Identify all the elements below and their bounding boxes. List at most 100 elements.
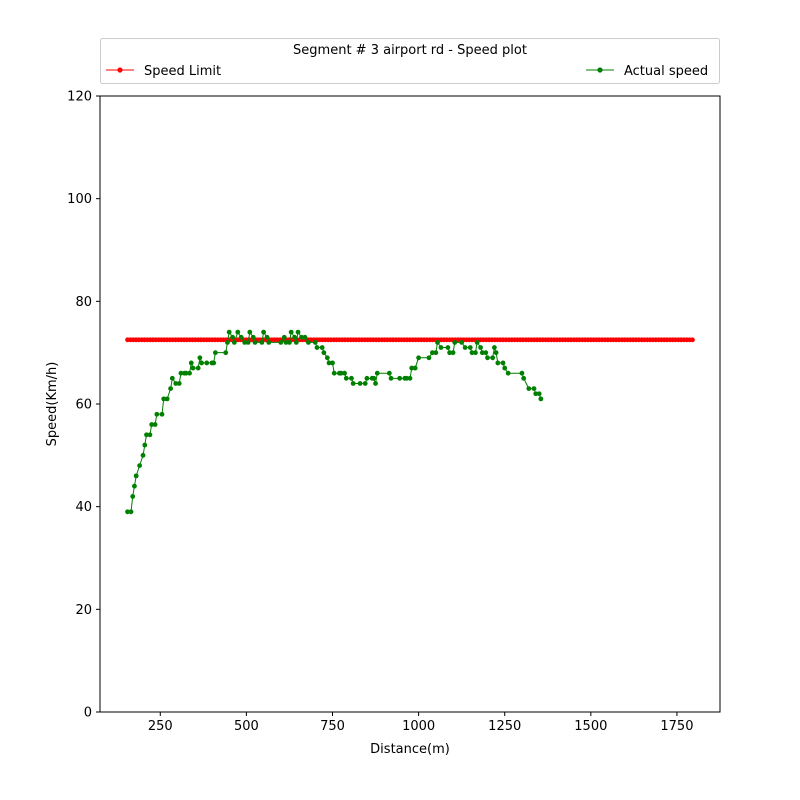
point-actual-speed — [319, 345, 325, 350]
x-axis-label: Distance(m) — [370, 742, 450, 757]
point-actual-speed — [154, 411, 160, 417]
point-actual-speed — [478, 345, 484, 350]
ticks-layer: 250 500 750 1000 1250 1500 1750 0 20 40 60 80 100 120 — [67, 90, 693, 735]
point-actual-speed — [519, 370, 525, 376]
point-actual-speed — [281, 334, 287, 340]
point-actual-speed — [326, 360, 332, 366]
point-actual-speed — [416, 355, 422, 361]
point-actual-speed — [128, 509, 134, 515]
point-actual-speed — [462, 345, 468, 350]
legend-marker-speed-limit — [117, 67, 123, 73]
point-actual-speed — [312, 340, 318, 345]
point-actual-speed — [350, 381, 356, 386]
point-actual-speed — [338, 370, 344, 376]
point-actual-speed — [247, 329, 253, 335]
point-actual-speed — [388, 375, 394, 381]
point-actual-speed — [447, 350, 453, 356]
x-tick-label: 1500 — [574, 719, 607, 734]
point-actual-speed — [469, 350, 475, 356]
point-actual-speed — [533, 391, 539, 397]
point-actual-speed — [467, 345, 473, 350]
point-actual-speed — [435, 340, 440, 345]
point-actual-speed — [483, 350, 489, 356]
point-actual-speed — [252, 340, 258, 345]
point-actual-speed — [397, 375, 403, 381]
legend-entry-speed-limit: Speed Limit — [106, 64, 221, 79]
point-actual-speed — [314, 345, 320, 350]
point-actual-speed — [164, 396, 170, 402]
y-tick-label: 40 — [75, 500, 92, 515]
point-actual-speed — [178, 370, 184, 376]
point-actual-speed — [230, 334, 236, 340]
point-actual-speed — [231, 340, 237, 345]
point-actual-speed — [526, 386, 532, 391]
point-actual-speed — [226, 329, 232, 335]
point-actual-speed — [362, 381, 368, 386]
point-actual-speed — [538, 396, 544, 402]
point-speed-limit — [690, 337, 695, 343]
point-actual-speed — [197, 355, 203, 361]
point-actual-speed — [474, 340, 480, 345]
y-tick-label: 120 — [67, 90, 92, 105]
point-actual-speed — [373, 381, 378, 386]
x-tick-label: 1250 — [488, 719, 521, 734]
point-actual-speed — [283, 340, 289, 345]
point-actual-speed — [426, 355, 432, 361]
legend-label-speed-limit: Speed Limit — [144, 64, 221, 79]
y-tick-label: 20 — [75, 603, 92, 618]
x-tick-label: 750 — [320, 719, 345, 734]
point-actual-speed — [212, 350, 218, 356]
point-actual-speed — [159, 411, 165, 417]
legend-frame — [100, 38, 720, 84]
point-actual-speed — [495, 360, 501, 366]
point-actual-speed — [168, 386, 174, 391]
legend: Segment # 3 airport rd - Speed plot Spee… — [100, 38, 720, 84]
y-tick-label: 0 — [84, 706, 92, 721]
point-actual-speed — [429, 350, 435, 356]
point-actual-speed — [493, 350, 499, 356]
point-actual-speed — [500, 360, 506, 366]
plot-frame — [99, 95, 721, 713]
point-actual-speed — [295, 329, 301, 335]
point-actual-speed — [242, 340, 248, 345]
point-actual-speed — [238, 334, 244, 340]
point-actual-speed — [132, 483, 137, 489]
x-tick-label: 250 — [148, 719, 173, 734]
point-actual-speed — [223, 350, 229, 356]
point-actual-speed — [343, 375, 349, 381]
point-actual-speed — [292, 334, 298, 340]
point-actual-speed — [299, 334, 304, 340]
point-actual-speed — [502, 365, 508, 371]
y-axis-label: Speed(Km/h) — [45, 362, 60, 447]
x-tick-label: 1750 — [660, 719, 693, 734]
point-actual-speed — [147, 432, 153, 438]
point-actual-speed — [161, 396, 167, 402]
point-actual-speed — [169, 375, 175, 381]
point-actual-speed — [130, 494, 136, 499]
legend-label-actual-speed: Actual speed — [624, 64, 708, 79]
point-actual-speed — [321, 350, 327, 356]
y-tick-label: 80 — [75, 295, 92, 310]
series-line-actual-speed — [127, 330, 542, 513]
point-actual-speed — [293, 340, 299, 345]
series-layer — [125, 329, 695, 515]
point-actual-speed — [404, 375, 409, 381]
point-actual-speed — [330, 360, 335, 366]
point-actual-speed — [505, 370, 511, 376]
point-actual-speed — [188, 360, 194, 366]
point-actual-speed — [349, 375, 354, 381]
point-actual-speed — [521, 375, 527, 381]
point-actual-speed — [176, 381, 182, 386]
y-tick-label: 100 — [67, 192, 92, 207]
point-actual-speed — [259, 340, 265, 345]
point-actual-speed — [364, 375, 370, 381]
point-actual-speed — [438, 345, 444, 350]
point-actual-speed — [190, 365, 196, 371]
point-actual-speed — [137, 463, 143, 468]
point-actual-speed — [140, 452, 146, 458]
point-actual-speed — [491, 345, 497, 350]
point-actual-speed — [407, 375, 413, 381]
point-actual-speed — [261, 329, 267, 335]
point-actual-speed — [490, 355, 496, 361]
